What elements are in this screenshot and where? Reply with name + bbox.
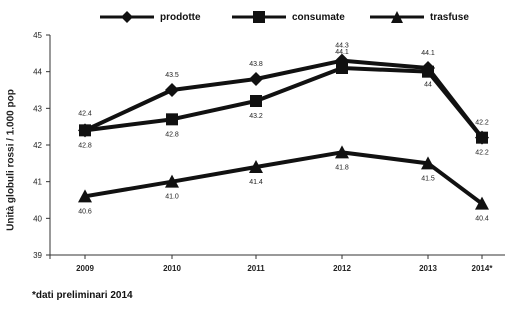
legend-label-prodotte: prodotte: [160, 11, 201, 23]
data-label-consumate: 43.2: [249, 113, 263, 120]
data-point-consumate: [166, 113, 178, 126]
data-label-consumate: 44: [424, 82, 432, 89]
x-tick-label: 2011: [247, 264, 265, 273]
x-tick-label: 2012: [333, 264, 351, 273]
y-tick-label: 44: [33, 68, 42, 77]
data-label-prodotte: 44.3: [335, 43, 349, 50]
data-point-trasfuse: [165, 174, 179, 188]
y-tick-label: 41: [33, 178, 42, 187]
data-label-trasfuse: 40.6: [78, 208, 92, 215]
data-label-consumate: 44.1: [335, 49, 349, 56]
legend-item-prodotte: prodotte: [98, 6, 201, 28]
series-line-trasfuse: [84, 150, 484, 206]
x-tick-label: 2010: [163, 264, 181, 273]
chart-axes: 39 40 41 42 43 44 45 2009 2010 2011 2012 2013 2014*: [33, 31, 505, 273]
y-tick-label: 42: [33, 141, 42, 150]
data-label-trasfuse: 41.8: [335, 164, 349, 171]
legend-label-consumate: consumate: [292, 11, 345, 23]
data-label-prodotte: 42.4: [78, 110, 92, 117]
data-point-consumate: [422, 65, 434, 78]
y-tick-label: 40: [33, 214, 42, 223]
data-label-consumate: 42.8: [165, 131, 179, 138]
x-tick-label: 2014*: [472, 264, 494, 273]
data-label-prodotte: 43.5: [165, 72, 179, 79]
data-label-trasfuse: 41.5: [421, 175, 435, 182]
data-label-trasfuse: 41.0: [165, 194, 179, 201]
data-point-consumate: [250, 95, 262, 107]
footnote: *dati preliminari 2014: [32, 290, 133, 301]
y-axis-title: Unità globuli rossi / 1.000 pop: [4, 60, 18, 260]
data-point-prodotte: [165, 83, 179, 97]
square-line-icon: [232, 11, 286, 23]
chart-series: 42.443.543.844.344.142.242.842.843.244.1…: [78, 43, 489, 223]
y-tick-label: 43: [33, 104, 42, 113]
data-point-trasfuse: [421, 156, 435, 170]
data-point-prodotte: [249, 72, 263, 86]
data-point-consumate: [476, 131, 488, 144]
series-line-consumate: [84, 66, 484, 139]
y-axis-title-text: Unità globuli rossi / 1.000 pop: [5, 89, 17, 231]
diamond-line-icon: [100, 11, 154, 23]
data-label-trasfuse: 40.4: [475, 216, 489, 223]
data-label-prodotte: 43.8: [249, 61, 263, 68]
chart-legend: prodotte consumate trasfuse: [0, 6, 521, 28]
y-tick-label: 39: [33, 251, 42, 260]
data-point-trasfuse: [249, 160, 263, 173]
data-label-prodotte: 42.2: [475, 120, 489, 127]
data-point-consumate: [336, 62, 348, 74]
data-point-trasfuse: [335, 145, 349, 159]
x-tick-label: 2009: [76, 264, 94, 273]
triangle-line-icon: [370, 11, 424, 23]
data-label-trasfuse: 41.4: [249, 179, 263, 186]
data-point-consumate: [79, 124, 91, 137]
y-tick-label: 45: [33, 31, 42, 40]
data-label-consumate: 42.2: [475, 150, 489, 157]
data-point-trasfuse: [78, 189, 92, 203]
legend-label-trasfuse: trasfuse: [430, 11, 469, 23]
x-tick-label: 2013: [419, 264, 437, 273]
legend-item-consumate: consumate: [230, 6, 345, 28]
data-point-trasfuse: [475, 196, 489, 210]
data-label-consumate: 42.8: [78, 142, 92, 149]
legend-item-trasfuse: trasfuse: [368, 6, 469, 28]
data-label-prodotte: 44.1: [421, 50, 435, 57]
